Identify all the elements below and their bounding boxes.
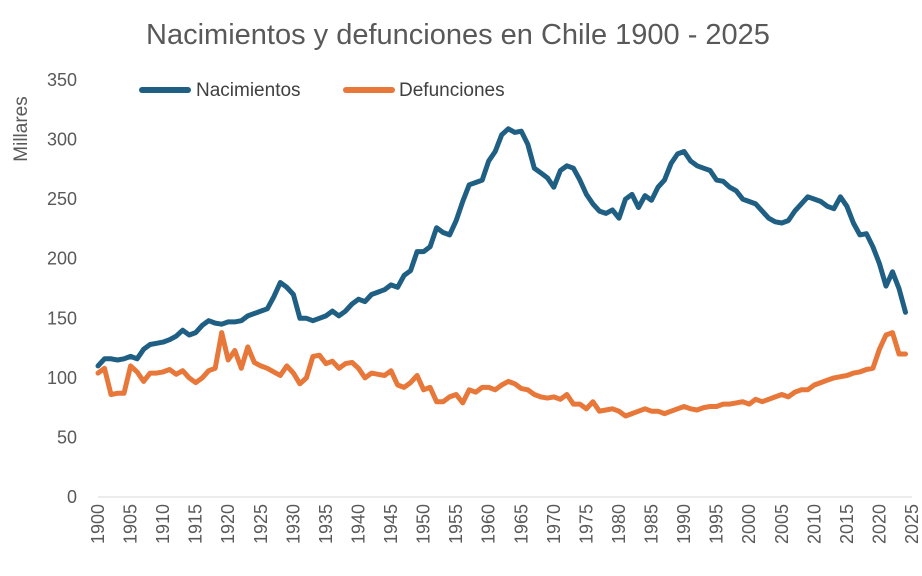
y-tick-label: 150 (47, 308, 77, 328)
series-line-nacimientos (95, 126, 908, 369)
x-tick-label: 1980 (609, 504, 629, 544)
x-tick-label: 2020 (869, 504, 889, 544)
x-tick-label: 2025 (902, 504, 922, 544)
x-tick-label: 1910 (153, 504, 173, 544)
x-tick-label: 1925 (251, 504, 271, 544)
x-tick-label: 1935 (316, 504, 336, 544)
legend-label-nacimientos: Nacimientos (196, 80, 301, 101)
series-line-defunciones (95, 330, 908, 419)
y-tick-label: 200 (47, 249, 77, 269)
y-tick-label: 0 (67, 487, 77, 507)
x-tick-label: 1920 (218, 504, 238, 544)
x-tick-label: 1945 (381, 504, 401, 544)
x-tick-label: 1960 (479, 504, 499, 544)
x-tick-label: 1975 (576, 504, 596, 544)
x-tick-label: 1970 (544, 504, 564, 544)
y-axis-label: Millares (11, 96, 32, 161)
x-tick-label: 2015 (837, 504, 857, 544)
x-tick-label: 2010 (804, 504, 824, 544)
x-tick-label: 1950 (414, 504, 434, 544)
x-tick-label: 1955 (446, 504, 466, 544)
x-tick-label: 1915 (186, 504, 206, 544)
series-lines (95, 126, 908, 419)
y-tick-label: 100 (47, 368, 77, 388)
y-tick-label: 300 (47, 130, 77, 150)
x-tick-label: 1985 (642, 504, 662, 544)
chart-title: Nacimientos y defunciones en Chile 1900 … (146, 19, 770, 51)
x-tick-label: 1990 (674, 504, 694, 544)
y-tick-labels: 0 50 100 150 200 250 300 350 (47, 70, 77, 507)
x-tick-label: 1965 (511, 504, 531, 544)
x-tick-label: 2005 (772, 504, 792, 544)
x-tick-label: 1940 (348, 504, 368, 544)
x-tick-label: 1905 (121, 504, 141, 544)
y-tick-label: 250 (47, 189, 77, 209)
y-tick-label: 50 (57, 427, 77, 447)
x-tick-label: 1930 (283, 504, 303, 544)
y-tick-label: 350 (47, 70, 77, 90)
legend: Nacimientos Defunciones (139, 80, 505, 101)
x-tick-label: 1995 (707, 504, 727, 544)
x-tick-labels: 1900 1905 1910 1915 1920 1925 1930 1935 1940 1945… (88, 504, 922, 544)
x-tick-label: 1900 (88, 504, 108, 544)
x-tick-label: 2000 (739, 504, 759, 544)
legend-label-defunciones: Defunciones (399, 80, 505, 101)
